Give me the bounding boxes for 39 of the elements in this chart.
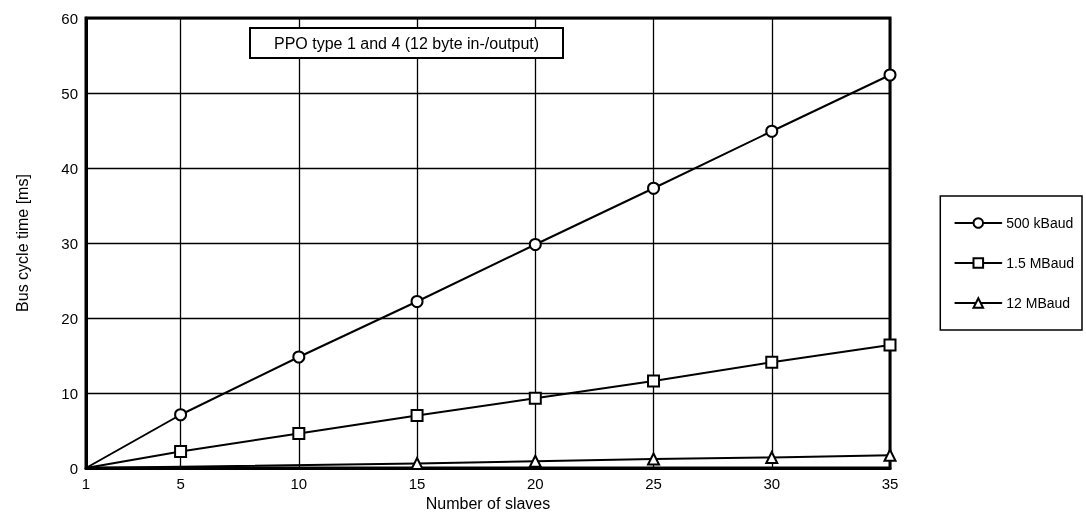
point bbox=[765, 355, 779, 369]
x-tick-label: 5 bbox=[176, 475, 185, 492]
x-tick-label: 20 bbox=[526, 475, 544, 492]
y-tick-label: 50 bbox=[61, 84, 78, 102]
point bbox=[292, 427, 306, 440]
point bbox=[528, 238, 542, 251]
legend-label: 1.5 MBaud bbox=[1006, 255, 1075, 271]
legend-label: 12 MBaud bbox=[1006, 295, 1071, 311]
y-tick-label: 20 bbox=[61, 309, 78, 327]
point bbox=[883, 68, 897, 82]
y-axis-title: Bus cycle time [ms] bbox=[13, 174, 31, 312]
y-tick-label: 60 bbox=[61, 9, 78, 27]
legend-label: 500 kBaud bbox=[1006, 215, 1074, 231]
y-tick-label: 0 bbox=[69, 459, 78, 477]
point bbox=[765, 124, 779, 138]
point bbox=[292, 350, 306, 364]
point bbox=[410, 409, 424, 422]
x-tick-label: 10 bbox=[290, 475, 308, 492]
point bbox=[174, 445, 188, 458]
point bbox=[528, 454, 542, 468]
point bbox=[174, 408, 188, 422]
point bbox=[528, 391, 542, 405]
x-axis-title: Number of slaves bbox=[425, 495, 551, 513]
point bbox=[410, 295, 424, 308]
point bbox=[883, 448, 897, 462]
text: PPO type 1 and 4 (12 byte in-/output) bbox=[274, 34, 540, 52]
point bbox=[647, 374, 661, 388]
x-tick-label: 25 bbox=[645, 475, 662, 492]
x-tick-label: 1 bbox=[81, 475, 91, 492]
point bbox=[647, 452, 661, 466]
x-tick-label: 35 bbox=[881, 475, 899, 492]
point bbox=[765, 451, 779, 464]
point bbox=[647, 181, 661, 195]
y-tick-label: 40 bbox=[61, 159, 78, 177]
y-tick-label: 10 bbox=[61, 384, 78, 402]
x-tick-label: 30 bbox=[763, 475, 781, 492]
point bbox=[883, 338, 897, 352]
y-tick-label: 30 bbox=[61, 234, 78, 252]
x-tick-label: 15 bbox=[408, 475, 426, 492]
